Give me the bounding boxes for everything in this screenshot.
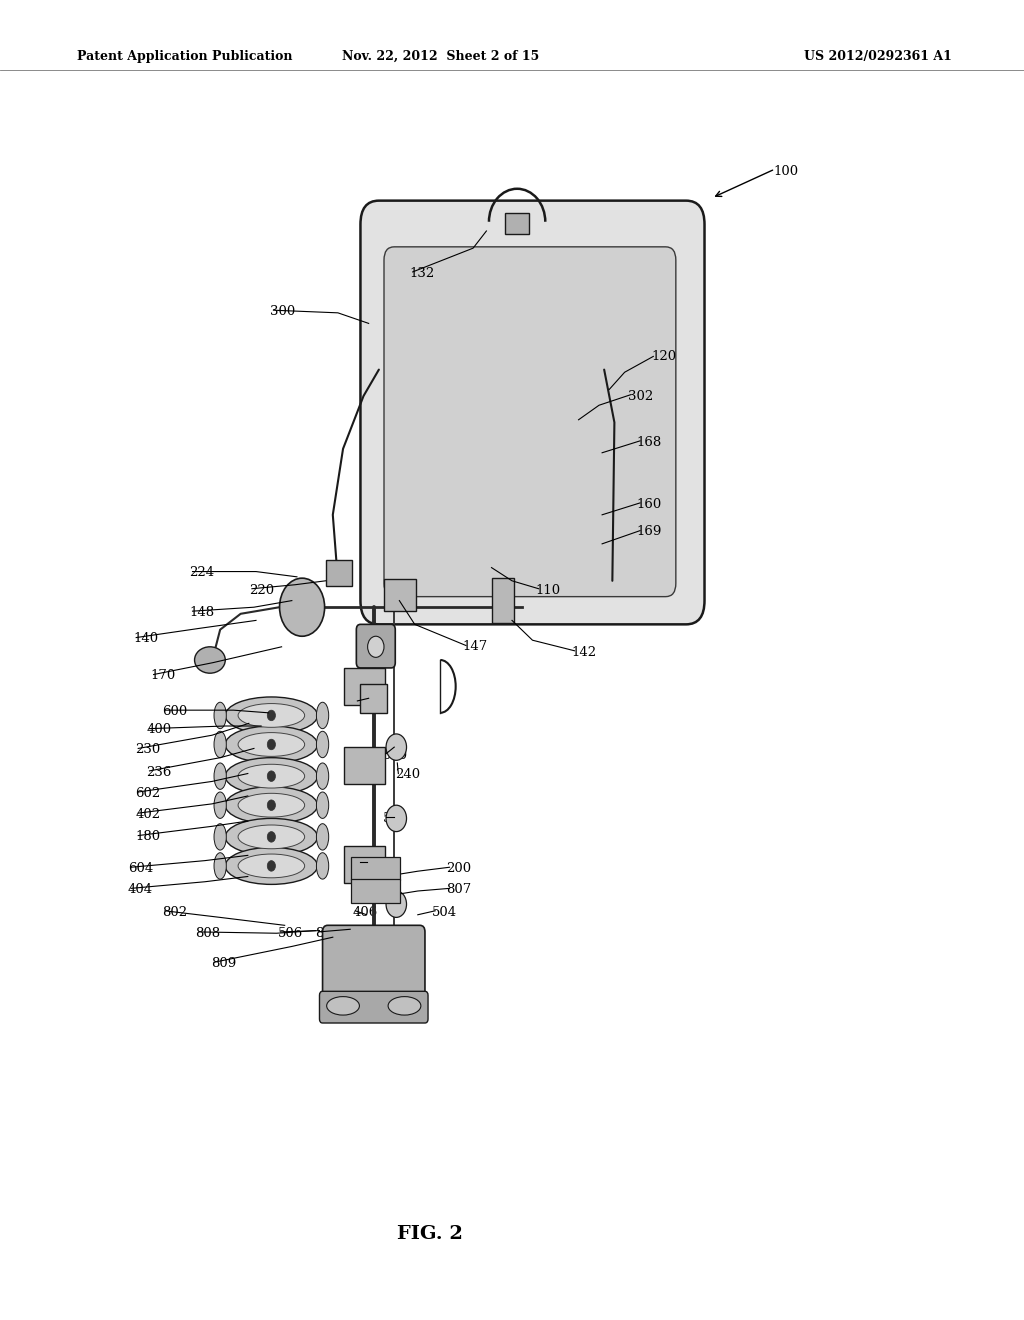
Text: FIG. 2: FIG. 2: [397, 1225, 463, 1243]
Text: 600: 600: [162, 705, 187, 718]
Text: 132: 132: [410, 267, 435, 280]
Text: 406: 406: [352, 906, 378, 919]
Text: 100: 100: [773, 165, 799, 178]
Text: 802: 802: [162, 906, 187, 919]
Text: 190: 190: [354, 696, 380, 709]
Ellipse shape: [388, 997, 421, 1015]
Circle shape: [267, 832, 275, 842]
Text: 142: 142: [571, 645, 597, 659]
Ellipse shape: [214, 853, 226, 879]
Text: 224: 224: [189, 566, 215, 579]
Text: 110: 110: [536, 583, 561, 597]
Text: US 2012/0292361 A1: US 2012/0292361 A1: [805, 50, 952, 63]
Ellipse shape: [225, 697, 317, 734]
FancyBboxPatch shape: [492, 578, 514, 623]
Ellipse shape: [316, 824, 329, 850]
FancyBboxPatch shape: [351, 857, 400, 880]
Circle shape: [267, 739, 275, 750]
Circle shape: [368, 636, 384, 657]
Text: 180: 180: [135, 830, 161, 843]
FancyBboxPatch shape: [319, 991, 428, 1023]
Circle shape: [267, 800, 275, 810]
Text: 147: 147: [463, 640, 488, 653]
FancyBboxPatch shape: [344, 668, 385, 705]
Ellipse shape: [238, 793, 305, 817]
Text: 807: 807: [446, 883, 472, 896]
Text: 800: 800: [315, 927, 341, 940]
Ellipse shape: [214, 792, 226, 818]
FancyBboxPatch shape: [360, 201, 705, 624]
Circle shape: [386, 891, 407, 917]
Ellipse shape: [225, 726, 317, 763]
Ellipse shape: [225, 847, 317, 884]
FancyBboxPatch shape: [360, 684, 387, 713]
Text: 200: 200: [446, 862, 472, 875]
FancyBboxPatch shape: [505, 213, 529, 234]
Ellipse shape: [238, 764, 305, 788]
Text: 148: 148: [189, 606, 215, 619]
FancyBboxPatch shape: [344, 747, 385, 784]
Text: Patent Application Publication: Patent Application Publication: [77, 50, 292, 63]
FancyBboxPatch shape: [351, 879, 400, 903]
FancyBboxPatch shape: [326, 560, 352, 586]
Text: 169: 169: [637, 525, 663, 539]
Text: 302: 302: [628, 389, 653, 403]
Ellipse shape: [316, 702, 329, 729]
Text: 240: 240: [395, 768, 421, 781]
Ellipse shape: [316, 853, 329, 879]
Circle shape: [280, 578, 325, 636]
Ellipse shape: [316, 731, 329, 758]
FancyBboxPatch shape: [384, 579, 416, 611]
Text: 808: 808: [196, 927, 221, 940]
Text: 400: 400: [146, 723, 172, 737]
Ellipse shape: [214, 824, 226, 850]
Text: 170: 170: [151, 669, 176, 682]
Text: 236: 236: [146, 766, 172, 779]
Ellipse shape: [238, 733, 305, 756]
Text: Nov. 22, 2012  Sheet 2 of 15: Nov. 22, 2012 Sheet 2 of 15: [342, 50, 539, 63]
Text: 602: 602: [135, 787, 161, 800]
FancyBboxPatch shape: [344, 846, 385, 883]
Circle shape: [267, 771, 275, 781]
Text: 806: 806: [357, 857, 383, 870]
Ellipse shape: [214, 731, 226, 758]
Text: 500: 500: [383, 748, 409, 762]
Text: 809: 809: [211, 957, 237, 970]
Ellipse shape: [214, 763, 226, 789]
Text: 506: 506: [278, 927, 303, 940]
Ellipse shape: [316, 792, 329, 818]
FancyBboxPatch shape: [384, 247, 676, 597]
Ellipse shape: [214, 702, 226, 729]
Circle shape: [386, 805, 407, 832]
Ellipse shape: [238, 704, 305, 727]
FancyBboxPatch shape: [323, 925, 425, 1002]
Text: 402: 402: [135, 808, 161, 821]
Text: 404: 404: [128, 883, 154, 896]
Text: 120: 120: [651, 350, 677, 363]
Ellipse shape: [225, 787, 317, 824]
Ellipse shape: [238, 854, 305, 878]
Ellipse shape: [327, 997, 359, 1015]
Circle shape: [267, 710, 275, 721]
Text: 220: 220: [249, 583, 274, 597]
FancyBboxPatch shape: [356, 624, 395, 668]
Text: 230: 230: [135, 743, 161, 756]
Ellipse shape: [225, 818, 317, 855]
Text: 604: 604: [128, 862, 154, 875]
Ellipse shape: [316, 763, 329, 789]
Text: 160: 160: [637, 498, 663, 511]
Text: 502: 502: [383, 812, 409, 825]
Circle shape: [267, 861, 275, 871]
Text: 168: 168: [637, 436, 663, 449]
Text: 300: 300: [270, 305, 296, 318]
Text: 504: 504: [432, 906, 458, 919]
Ellipse shape: [238, 825, 305, 849]
Text: 140: 140: [133, 632, 159, 645]
Circle shape: [386, 734, 407, 760]
Ellipse shape: [195, 647, 225, 673]
Ellipse shape: [225, 758, 317, 795]
